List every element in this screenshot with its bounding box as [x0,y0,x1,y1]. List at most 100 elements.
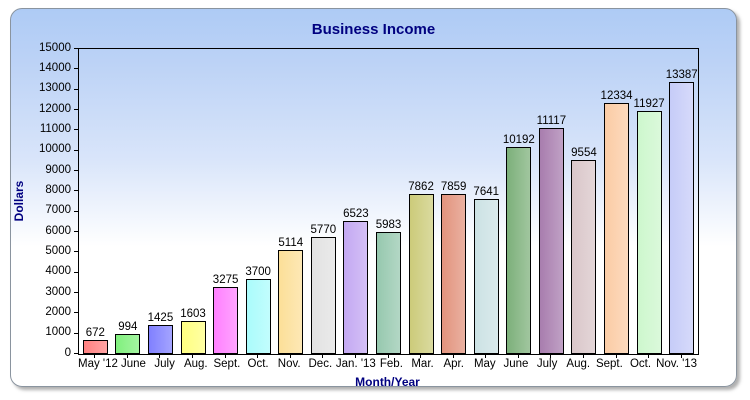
x-axis-title: Month/Year [355,375,420,389]
x-tick-label: Sept. [595,358,623,370]
y-tick-label: 7000 [45,204,71,217]
x-tick-mark [354,354,356,358]
x-tick-label: July [536,358,558,370]
x-tick-label: Mar. [411,358,434,370]
y-tick-mark [74,210,78,212]
bar-slot: 9554 [568,49,601,354]
bar-may [473,199,499,354]
y-tick-label: 4000 [45,265,71,278]
y-tick-mark [74,292,78,293]
y-tick-label: 9000 [45,163,71,176]
x-tick-mark [387,354,389,358]
bar-slot: 994 [112,49,145,354]
x-tick-mark [159,354,161,358]
x-tick-mark [485,354,487,358]
bar-nov-13 [669,82,695,354]
x-tick-label: Apr. [443,358,464,370]
bar-sept- [213,287,239,354]
y-tick-mark [74,190,78,192]
bar-dec- [310,237,336,354]
bar-jan-13 [343,221,369,354]
x-tick-mark [94,354,96,358]
x-tick-mark [582,354,584,358]
bar-feb- [375,232,401,354]
x-tick-label: May [473,358,496,370]
y-tick-mark [74,332,78,334]
bar-sept- [604,103,630,354]
bar-aug- [571,160,597,354]
bar-slot: 13387 [665,49,698,354]
x-axis-labels: May '12 June July Aug. Sept. Oct. Nov. Dec. Jan.… [78,358,697,370]
x-tick-mark [192,354,194,358]
bar-slot: 6523 [340,49,373,354]
y-tick-label: 2000 [45,305,71,318]
y-tick-mark [74,231,78,232]
bar-mar- [408,194,434,354]
bar-may-12 [82,340,108,354]
x-tick-label: Nov. [277,358,301,370]
x-tick-label: Dec. [308,358,333,370]
y-tick-label: 15000 [39,41,71,54]
y-tick-mark [74,353,78,354]
bar-slot: 7859 [437,49,470,354]
x-tick-label: Oct. [247,358,269,370]
bar-slot: 1425 [144,49,177,354]
bar-july [147,325,173,354]
y-tick-mark [74,88,78,90]
x-tick-label: Aug. [183,358,208,370]
y-tick-label: 14000 [39,61,71,74]
x-tick-mark [680,354,682,358]
bar-july [538,128,564,354]
x-tick-mark [224,354,226,358]
y-tick-mark [74,170,78,171]
plot-area: 672 994 1425 1603 3275 3700 5114 5770 6523 5983 78… [78,48,699,355]
x-tick-mark [615,354,617,358]
x-tick-label: Nov. '13 [656,358,698,370]
bar-slot: 3275 [209,49,242,354]
y-tick-mark [74,312,78,314]
y-tick-mark [74,48,78,49]
y-tick-label: 13000 [39,82,71,95]
x-tick-mark [322,354,324,358]
bar-slot: 12334 [600,49,633,354]
y-tick-mark [74,271,78,273]
y-tick-mark [74,149,78,151]
x-tick-mark [452,354,454,358]
y-tick-label: 0 [64,346,71,359]
x-tick-label: Aug. [566,358,591,370]
chart-panel: Business Income Dollars 672 994 1425 1603 32… [10,8,737,389]
x-tick-label: May '12 [78,358,118,370]
bar-oct- [245,279,271,354]
y-tick-label: 3000 [45,285,71,298]
bar-slot: 3700 [242,49,275,354]
bar-slot: 5770 [307,49,340,354]
y-tick-label: 1000 [45,326,71,339]
bar-slot: 7862 [405,49,438,354]
bar-slot: 5983 [372,49,405,354]
x-tick-label: Sept. [213,358,241,370]
x-tick-mark [257,354,259,358]
y-tick-label: 6000 [45,224,71,237]
x-tick-label: June [503,358,529,370]
bar-slot: 5114 [274,49,307,354]
bar-slot: 11117 [535,49,568,354]
y-tick-label: 10000 [39,143,71,156]
x-tick-label: July [154,358,175,370]
x-tick-label: Jan. '13 [335,358,376,370]
x-tick-label: June [121,358,146,370]
y-tick-label: 12000 [39,102,71,115]
bar-slot: 1603 [177,49,210,354]
chart-title: Business Income [311,21,436,38]
x-tick-label: Feb. [379,358,403,370]
bar-slot: 11927 [633,49,666,354]
x-tick-label: Oct. [629,358,652,370]
y-tick-mark [74,68,78,70]
y-tick-mark [74,251,78,253]
x-tick-mark [517,354,519,358]
x-tick-mark [126,354,128,358]
bar-june [506,147,532,354]
bar-aug- [180,321,206,354]
y-tick-label: 11000 [39,122,71,135]
bar-slot: 7641 [470,49,503,354]
bar-slot: 10192 [503,49,536,354]
